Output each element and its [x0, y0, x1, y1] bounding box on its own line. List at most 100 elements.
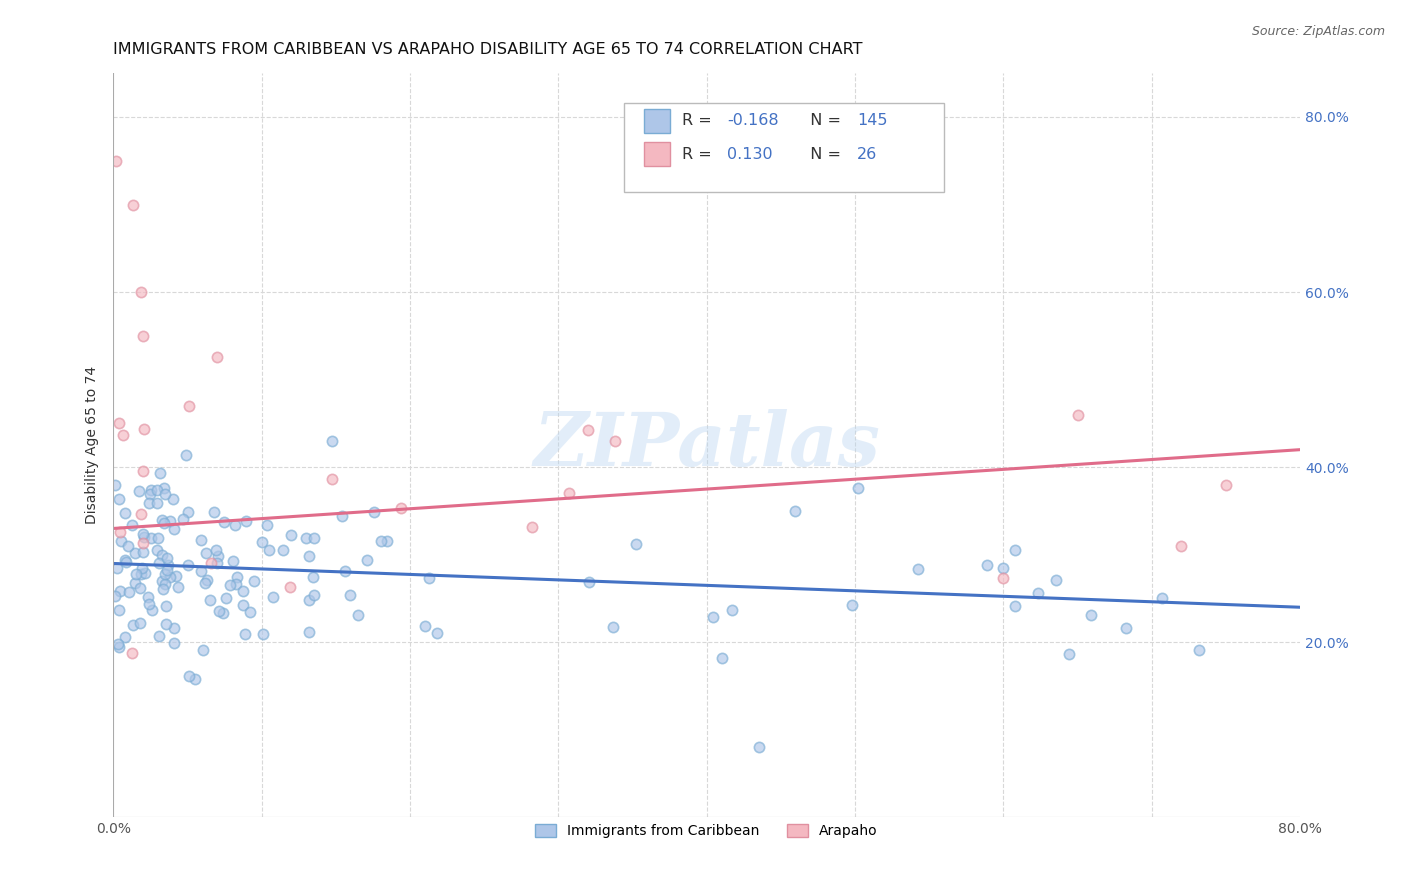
Point: [152, 512, 174, 526]
Point: [155, 616, 177, 631]
Point: [114, 553, 136, 567]
Point: [104, 153, 127, 168]
Point: [108, 640, 131, 654]
Point: [242, 574, 264, 589]
Point: [1045, 573, 1067, 587]
Point: [108, 492, 131, 507]
Point: [252, 627, 274, 641]
Point: [176, 448, 198, 462]
Point: [177, 558, 200, 573]
Point: [225, 569, 247, 583]
Point: [993, 570, 1015, 584]
Point: [280, 527, 302, 541]
Point: [1004, 542, 1026, 557]
Point: [271, 542, 294, 557]
Point: [711, 651, 734, 665]
Point: [200, 557, 222, 571]
Text: Source: ZipAtlas.com: Source: ZipAtlas.com: [1251, 25, 1385, 38]
Point: [132, 526, 155, 541]
Point: [321, 472, 343, 486]
Point: [132, 544, 155, 558]
Text: R =: R =: [682, 147, 717, 161]
Point: [576, 424, 599, 438]
Point: [225, 576, 247, 591]
Point: [207, 549, 229, 563]
Point: [172, 512, 194, 526]
Point: [389, 501, 412, 516]
Point: [233, 627, 256, 641]
Point: [155, 567, 177, 582]
Point: [184, 673, 207, 687]
Point: [128, 615, 150, 630]
Point: [426, 626, 449, 640]
Point: [131, 560, 153, 574]
Point: [104, 589, 127, 603]
Point: [141, 603, 163, 617]
Point: [418, 571, 440, 585]
Text: N =: N =: [800, 113, 846, 128]
Point: [121, 617, 143, 632]
Point: [177, 400, 200, 414]
Point: [602, 620, 624, 634]
Point: [190, 533, 212, 547]
Point: [301, 570, 323, 584]
Point: [370, 534, 392, 549]
Point: [205, 350, 228, 364]
Point: [333, 564, 356, 578]
Point: [1215, 477, 1237, 491]
Point: [156, 563, 179, 577]
Point: [129, 507, 152, 521]
Point: [134, 422, 156, 436]
Point: [150, 574, 173, 588]
Point: [302, 588, 325, 602]
Point: [720, 603, 742, 617]
Point: [298, 593, 321, 607]
Text: 26: 26: [858, 147, 877, 161]
Point: [302, 531, 325, 545]
Point: [177, 668, 200, 682]
Point: [1066, 408, 1088, 422]
Point: [153, 576, 176, 591]
Text: R =: R =: [682, 113, 717, 128]
Point: [121, 646, 143, 660]
Point: [149, 467, 172, 481]
Point: [132, 464, 155, 478]
Text: 145: 145: [858, 113, 887, 128]
Point: [152, 516, 174, 530]
Point: [202, 505, 225, 519]
Point: [1170, 539, 1192, 553]
Point: [907, 562, 929, 576]
Point: [239, 605, 262, 619]
Point: [748, 740, 770, 755]
Point: [163, 621, 186, 635]
Point: [129, 285, 152, 299]
Point: [193, 643, 215, 657]
Point: [218, 578, 240, 592]
Point: [148, 629, 170, 643]
Point: [603, 434, 626, 448]
Point: [520, 520, 543, 534]
Point: [205, 556, 228, 570]
Point: [262, 591, 284, 605]
Point: [132, 536, 155, 550]
Y-axis label: Disability Age 65 to 74: Disability Age 65 to 74: [86, 367, 100, 524]
Point: [125, 566, 148, 581]
Point: [148, 556, 170, 570]
Point: [138, 597, 160, 611]
Text: -0.168: -0.168: [727, 113, 779, 128]
Point: [124, 576, 146, 591]
Point: [976, 558, 998, 572]
Point: [117, 539, 139, 553]
Point: [235, 514, 257, 528]
Point: [224, 518, 246, 533]
Point: [375, 534, 398, 549]
Point: [1004, 599, 1026, 613]
Point: [177, 505, 200, 519]
Point: [134, 566, 156, 581]
Point: [232, 599, 254, 613]
Point: [330, 509, 353, 524]
Point: [339, 588, 361, 602]
Point: [152, 582, 174, 596]
Point: [165, 569, 187, 583]
Point: [363, 505, 385, 519]
